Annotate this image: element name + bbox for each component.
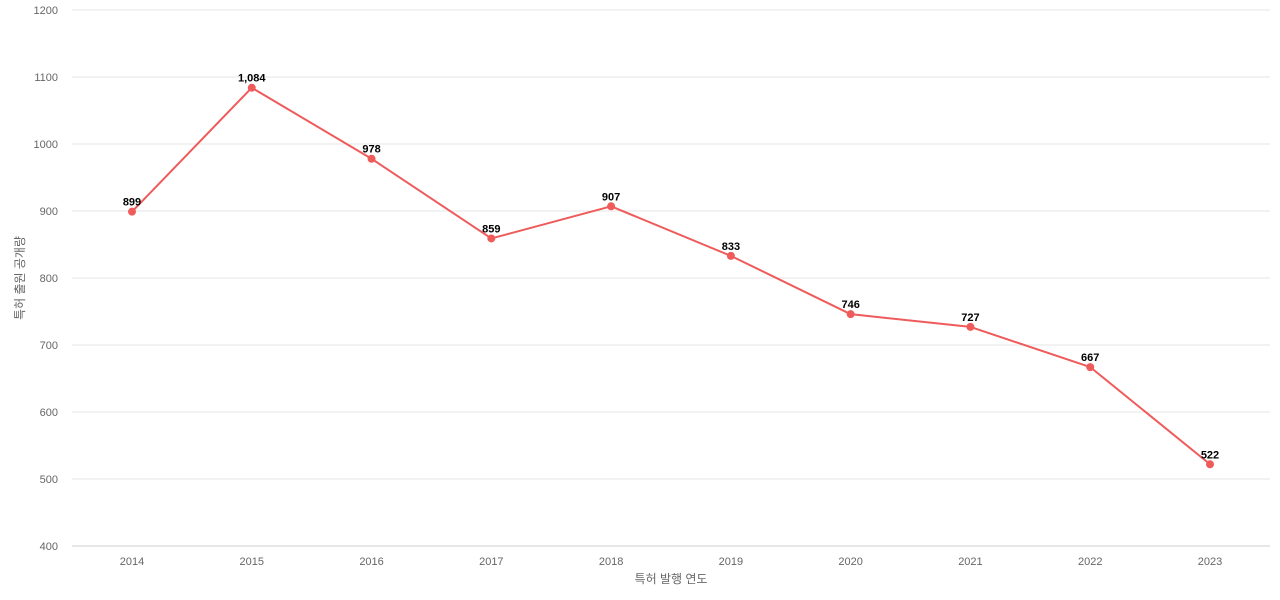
x-tick-label: 2023 <box>1198 556 1222 568</box>
x-tick-label: 2016 <box>359 556 383 568</box>
data-label: 667 <box>1081 352 1099 364</box>
data-point[interactable] <box>726 251 735 260</box>
y-tick-label: 400 <box>40 541 58 553</box>
data-point[interactable] <box>966 322 975 331</box>
data-point[interactable] <box>607 202 616 211</box>
data-label: 727 <box>961 312 979 324</box>
data-label: 746 <box>841 299 859 311</box>
data-label: 522 <box>1201 449 1219 461</box>
data-point[interactable] <box>128 207 136 216</box>
y-axis-ticks: 400 500 600 700 800 900 1000 1100 1200 <box>34 5 58 553</box>
data-labels: 899 1,084 978 859 907 833 746 727 667 522 <box>123 73 1219 462</box>
data-point[interactable] <box>1086 363 1095 372</box>
data-point[interactable] <box>1206 460 1214 469</box>
x-tick-label: 2014 <box>120 556 144 568</box>
y-tick-label: 600 <box>40 407 58 419</box>
gridlines <box>72 9 1270 480</box>
data-point[interactable] <box>367 154 376 163</box>
data-label: 978 <box>362 144 380 156</box>
y-tick-label: 900 <box>40 206 58 218</box>
y-tick-label: 1100 <box>34 72 58 84</box>
data-label: 859 <box>482 223 500 235</box>
x-axis-ticks: 2014 2015 2016 2017 2018 2019 2020 2021 2022 2023 <box>120 556 1222 568</box>
x-axis-title: 특허 발행 연도 <box>635 571 708 586</box>
data-label: 907 <box>602 191 620 203</box>
data-point[interactable] <box>846 310 855 319</box>
y-tick-label: 800 <box>40 273 58 285</box>
x-tick-label: 2018 <box>599 556 623 568</box>
series-layer <box>128 83 1214 469</box>
y-tick-label: 700 <box>40 340 58 352</box>
series-line <box>131 86 1211 466</box>
x-tick-label: 2019 <box>719 556 743 568</box>
data-point[interactable] <box>487 234 496 243</box>
x-tick-label: 2022 <box>1078 556 1102 568</box>
data-label: 1,084 <box>238 73 266 85</box>
x-tick-label: 2021 <box>958 556 982 568</box>
y-tick-label: 1200 <box>34 5 58 17</box>
y-axis-title: 특허 출원 공개량 <box>13 236 27 320</box>
data-label: 899 <box>123 197 141 209</box>
data-point[interactable] <box>247 83 256 92</box>
y-tick-label: 500 <box>40 474 58 486</box>
x-tick-label: 2020 <box>838 556 862 568</box>
data-label: 833 <box>722 241 740 253</box>
y-tick-label: 1000 <box>34 139 58 151</box>
x-tick-label: 2017 <box>479 556 503 568</box>
x-tick-label: 2015 <box>240 556 264 568</box>
